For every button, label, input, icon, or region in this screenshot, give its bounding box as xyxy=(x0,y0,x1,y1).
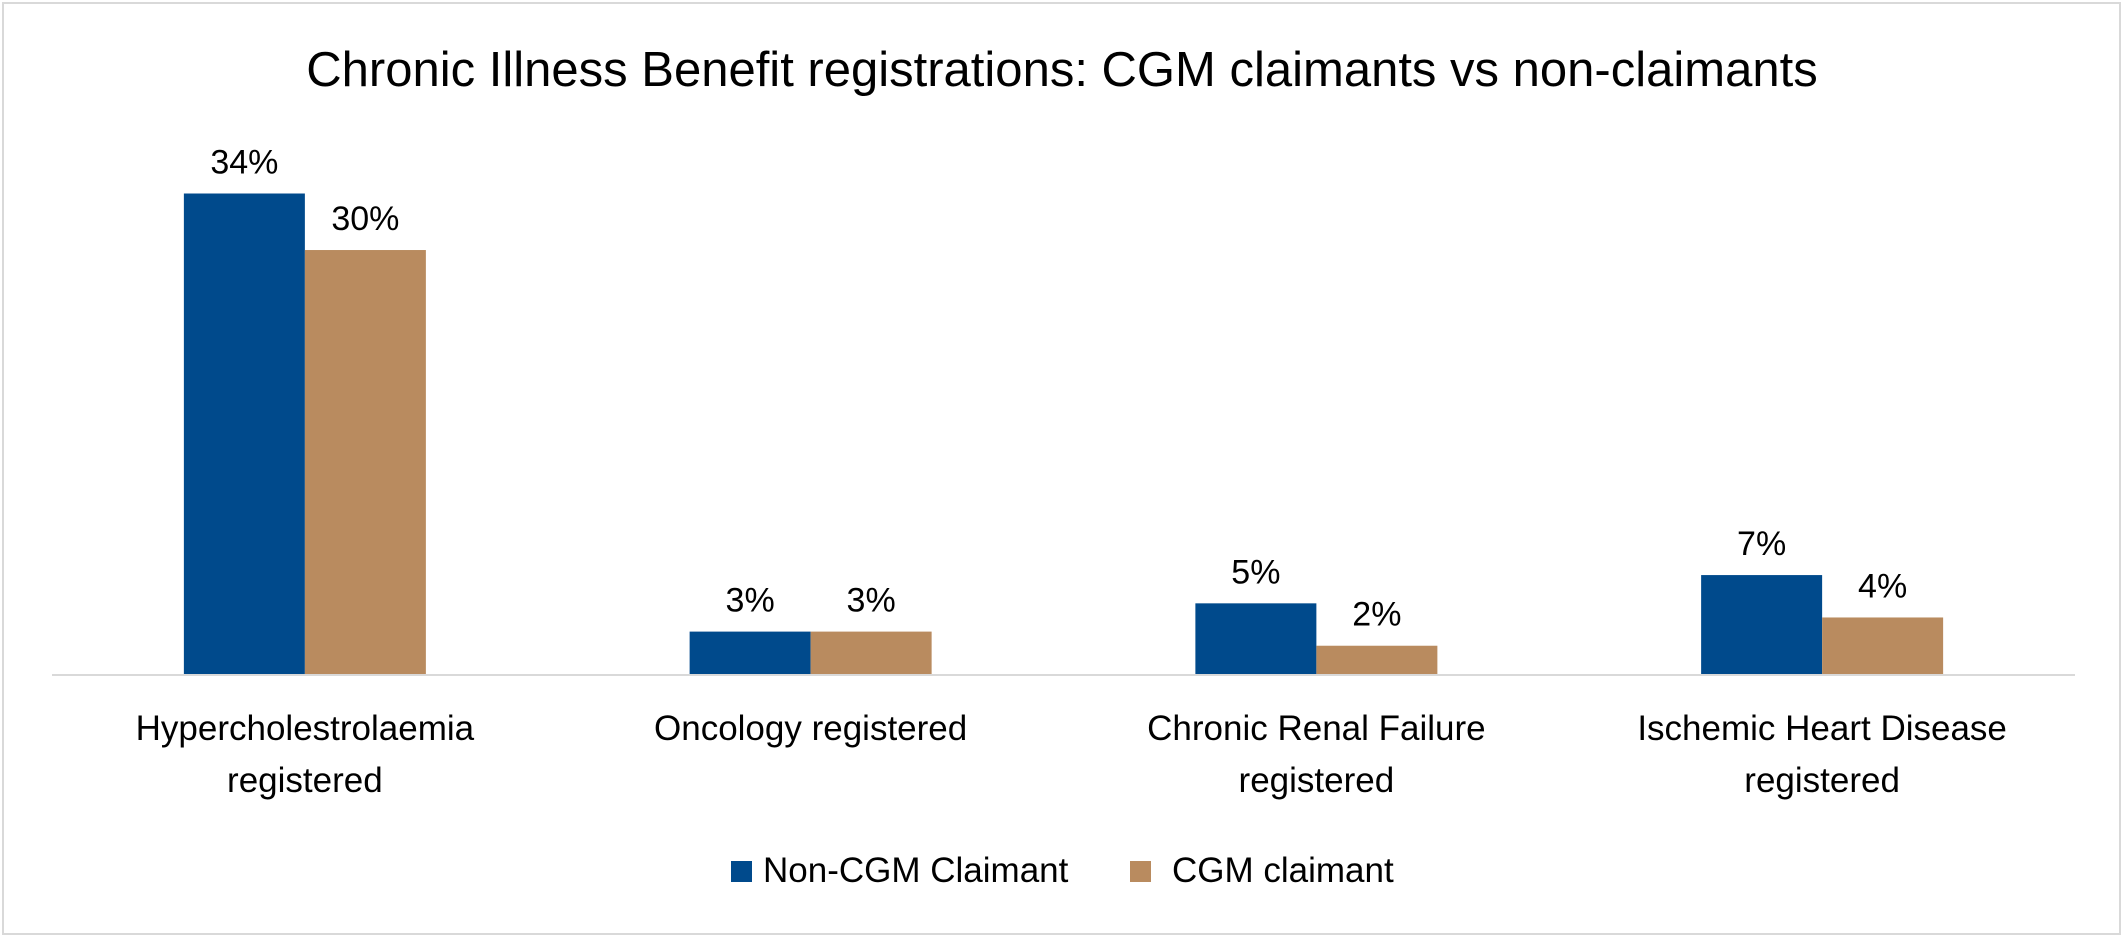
legend-swatch-non-cgm xyxy=(731,861,752,882)
bar-non-cgm-3 xyxy=(1701,575,1823,674)
bar-cgm-2 xyxy=(1316,645,1438,674)
category-label-1-line-0: Oncology registered xyxy=(654,709,967,748)
legend-swatch-cgm xyxy=(1130,861,1151,882)
bar-non-cgm-0 xyxy=(183,193,305,674)
data-label-cgm-2: 2% xyxy=(1352,596,1401,634)
legend-label-cgm: CGM claimant xyxy=(1172,851,1394,890)
data-label-cgm-3: 4% xyxy=(1858,567,1907,605)
category-label-2-line-1: registered xyxy=(1239,761,1395,800)
bar-non-cgm-1 xyxy=(689,631,811,674)
value-labels-group: 34% 30% 3% 3% 5% 2% 7% 4% xyxy=(210,144,1907,634)
data-label-non-cgm-2: 5% xyxy=(1231,553,1280,591)
bars-group xyxy=(183,193,1944,674)
category-label-3-line-0: Ischemic Heart Disease xyxy=(1637,709,2007,748)
category-label-3-line-1: registered xyxy=(1744,761,1900,800)
legend: Non-CGM Claimant CGM claimant xyxy=(731,851,1394,890)
data-label-non-cgm-3: 7% xyxy=(1737,525,1786,563)
category-label-0-line-0: Hypercholestrolaemia xyxy=(136,709,475,748)
category-label-0-line-1: registered xyxy=(227,761,383,800)
category-labels-group: Hypercholestrolaemia registered Oncology r… xyxy=(136,709,2007,800)
data-label-cgm-1: 3% xyxy=(847,582,896,620)
bar-non-cgm-2 xyxy=(1195,603,1317,674)
data-label-non-cgm-0: 34% xyxy=(210,144,278,182)
data-label-cgm-0: 30% xyxy=(331,200,399,238)
data-label-non-cgm-1: 3% xyxy=(726,582,775,620)
bar-cgm-0 xyxy=(304,250,426,674)
bar-cgm-3 xyxy=(1822,617,1944,674)
category-label-2-line-0: Chronic Renal Failure xyxy=(1147,709,1485,748)
chart-title: Chronic Illness Benefit registrations: C… xyxy=(306,43,1817,97)
legend-label-non-cgm: Non-CGM Claimant xyxy=(763,851,1069,890)
bar-cgm-1 xyxy=(810,631,932,674)
